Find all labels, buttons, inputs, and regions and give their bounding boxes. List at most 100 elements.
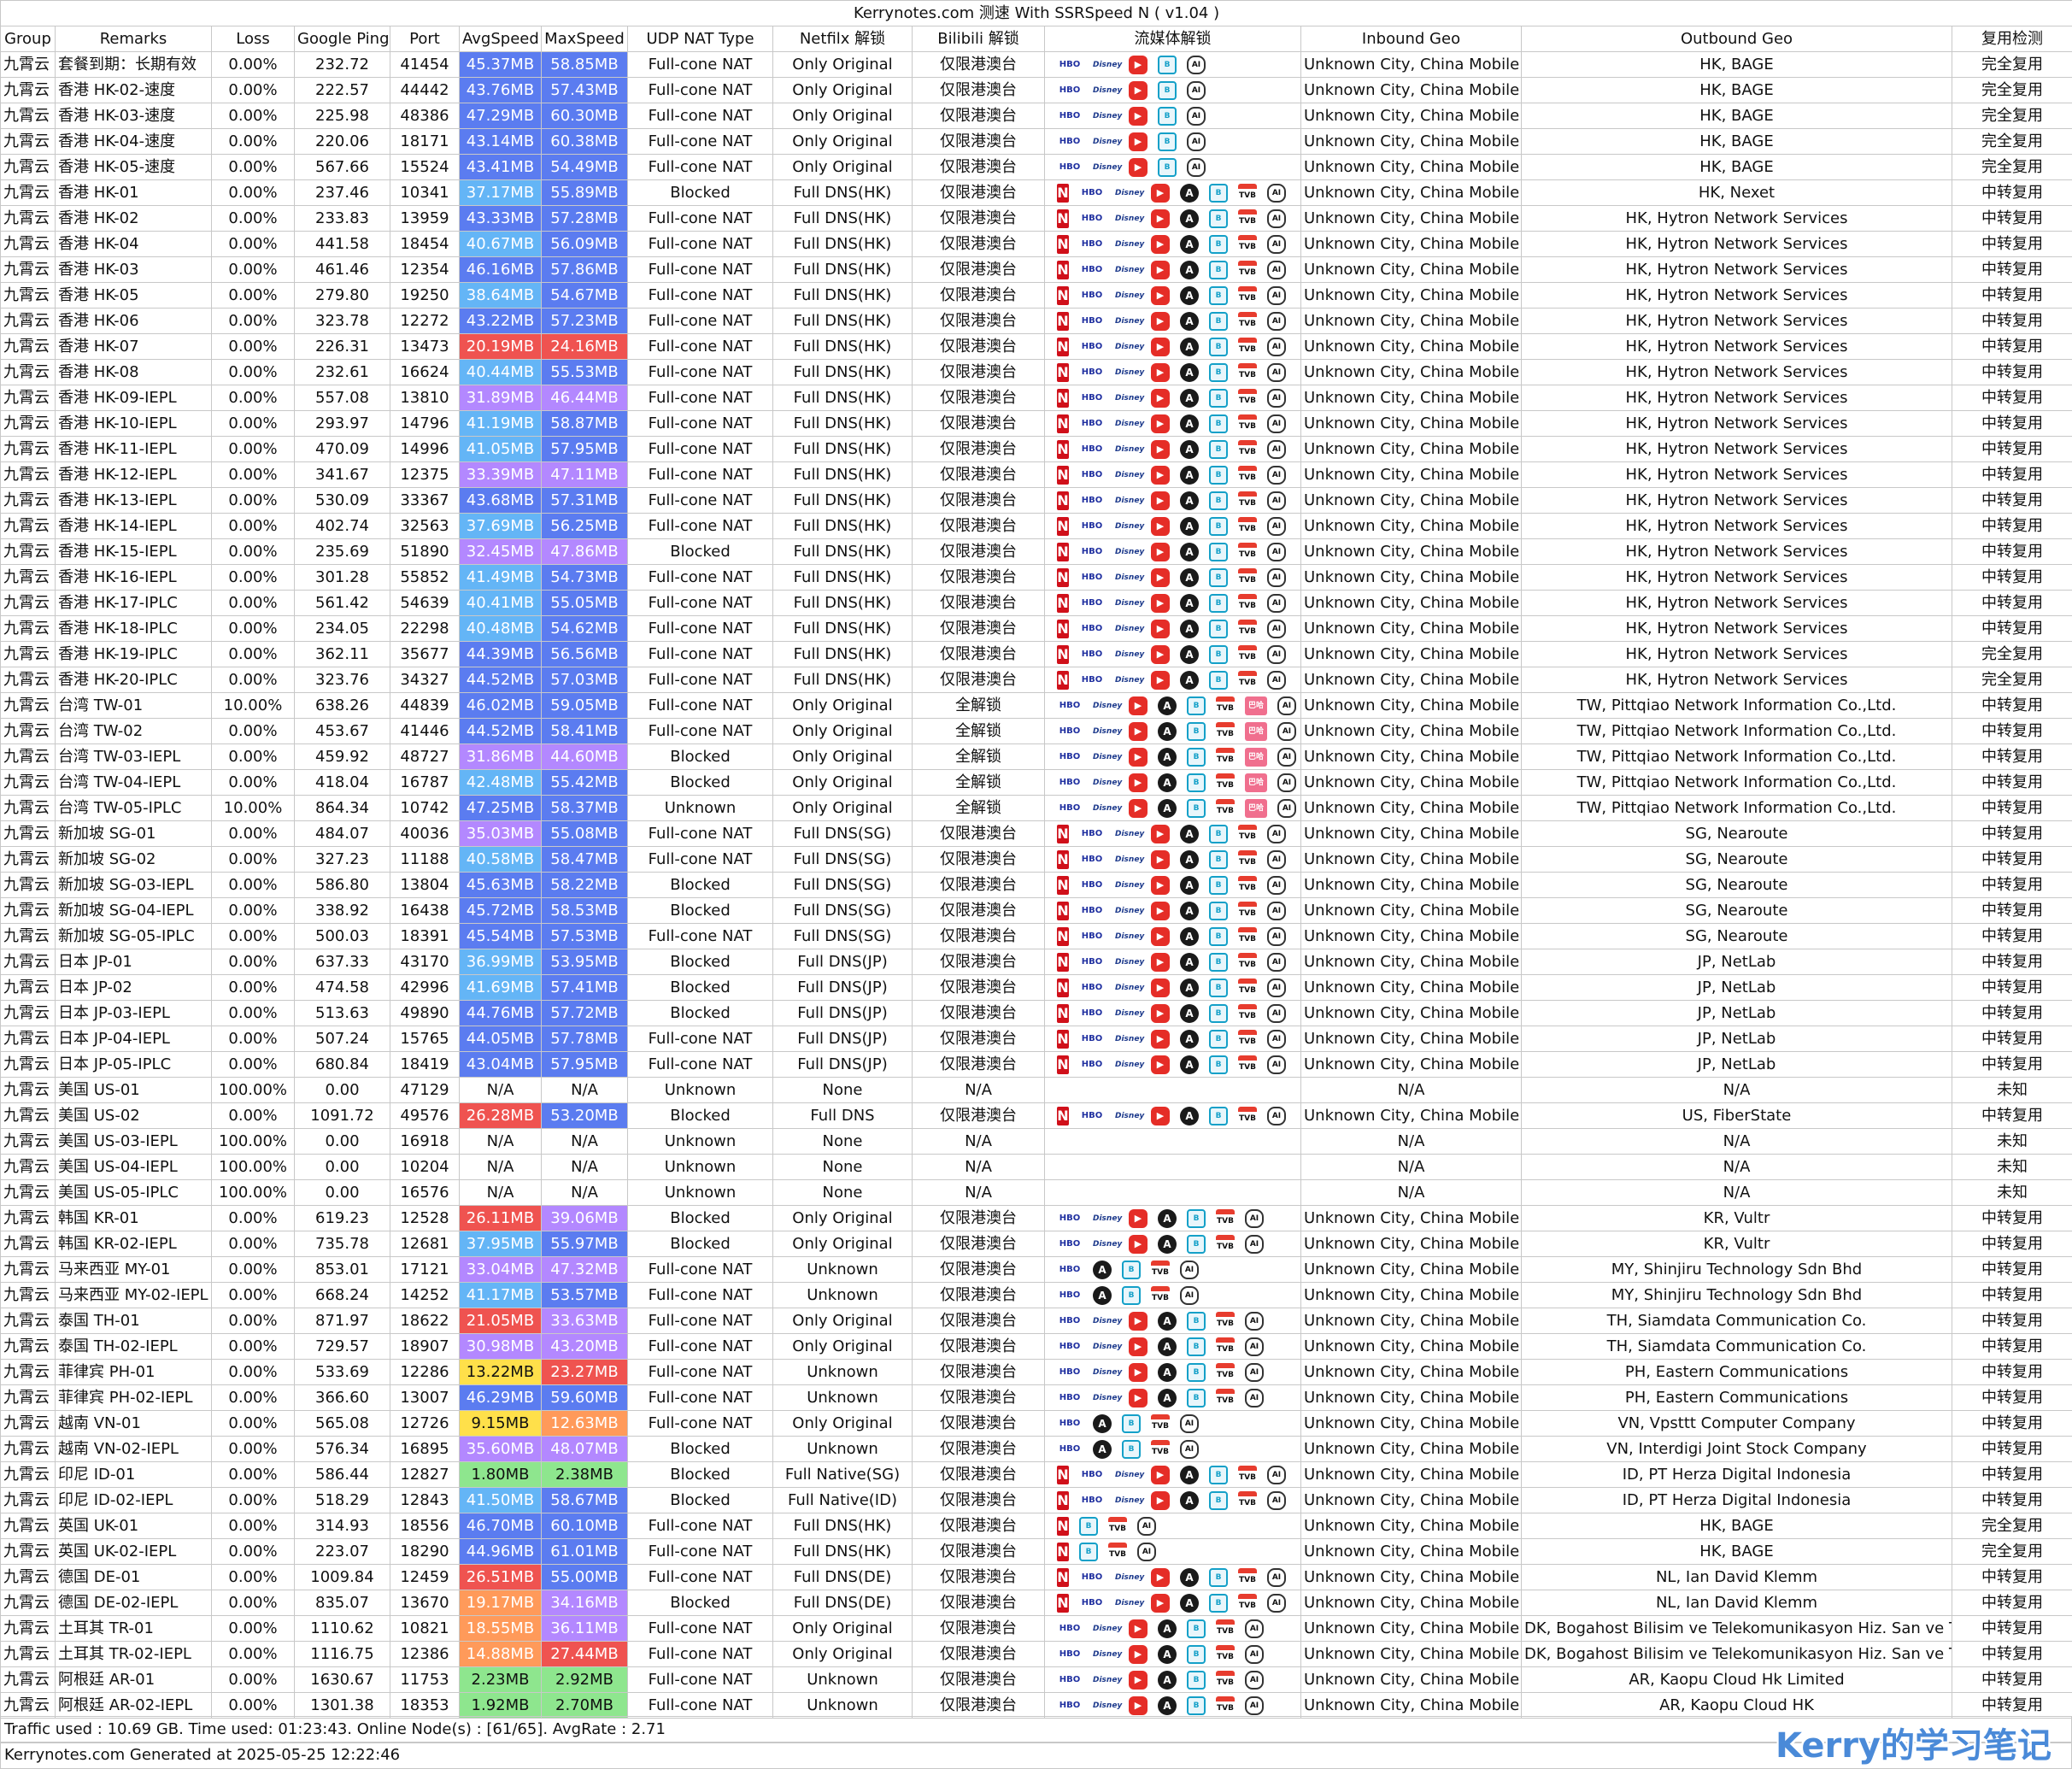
netflix-cell: Full DNS(JP) <box>772 1026 913 1052</box>
streaming-cell: HBO Disney ▶ A B TVB AI <box>1044 1205 1301 1231</box>
avg-speed-cell: 46.02MB <box>459 692 542 719</box>
youtube-icon: ▶ <box>1129 1337 1148 1356</box>
avg-speed-cell: 44.76MB <box>459 1000 542 1026</box>
ping-cell: 232.72 <box>294 51 390 78</box>
bilibili-icon: B <box>1209 979 1228 997</box>
bilibili-cell: 仅限港澳台 <box>912 1436 1045 1462</box>
loss-cell: 0.00% <box>211 590 295 616</box>
udp-nat-cell: Full-cone NAT <box>627 1538 773 1565</box>
table-row: 九霄云 韩国 KR-01 0.00% 619.23 12528 26.11MB 39.06M… <box>0 1205 2072 1231</box>
outbound-geo-cell: ID, PT Herza Digital Indonesia <box>1521 1487 1952 1513</box>
inbound-geo-cell: Unknown City, China Mobile <box>1300 1256 1522 1283</box>
loss-cell: 0.00% <box>211 179 295 206</box>
chatgpt-icon: AI <box>1267 953 1286 972</box>
ping-cell: 586.44 <box>294 1461 390 1488</box>
netflix-cell: Full DNS(HK) <box>772 410 913 437</box>
max-speed-cell: 54.73MB <box>541 564 628 591</box>
table-row: 九霄云 香港 HK-13-IEPL 0.00% 530.09 33367 43.68MB 5… <box>0 487 2072 514</box>
max-speed-cell: N/A <box>541 1128 628 1155</box>
disney-icon: Disney <box>1115 979 1144 997</box>
youtube-icon: ▶ <box>1151 825 1170 843</box>
reuse-cell: 未知 <box>1951 1154 2072 1180</box>
max-speed-cell: 54.49MB <box>541 154 628 180</box>
remarks-cell: 香港 HK-18-IPLC <box>55 615 212 642</box>
inbound-geo-cell: Unknown City, China Mobile <box>1300 1590 1522 1616</box>
remarks-cell: 香港 HK-05-速度 <box>55 154 212 180</box>
abema-icon: A <box>1158 1363 1177 1382</box>
netflix-cell: Full DNS(HK) <box>772 487 913 514</box>
avg-speed-cell: 13.22MB <box>459 1359 542 1385</box>
youtube-icon: ▶ <box>1151 1055 1170 1074</box>
bilibili-icon: B <box>1122 1261 1141 1279</box>
abema-icon: A <box>1180 850 1199 869</box>
max-speed-cell: 58.41MB <box>541 718 628 744</box>
max-speed-cell: 56.56MB <box>541 641 628 667</box>
netflix-icon: N <box>1057 927 1069 946</box>
group-cell: 九霄云 <box>0 231 56 257</box>
ping-cell: 232.61 <box>294 359 390 385</box>
table-row: 九霄云 日本 JP-02 0.00% 474.58 42996 41.69MB 57.41M… <box>0 974 2072 1001</box>
remarks-cell: 印尼 ID-01 <box>55 1461 212 1488</box>
avg-speed-cell: 26.11MB <box>459 1205 542 1231</box>
port-cell: 12272 <box>390 308 460 334</box>
disney-icon: Disney <box>1115 389 1144 408</box>
reuse-cell: 中转复用 <box>1951 795 2072 821</box>
hbo-icon: HBO <box>1079 543 1105 561</box>
streaming-cell: HBO Disney ▶ A B TVB AI <box>1044 1384 1301 1411</box>
chatgpt-icon: AI <box>1277 773 1296 792</box>
loss-cell: 0.00% <box>211 461 295 488</box>
netflix-icon: N <box>1057 979 1069 997</box>
outbound-geo-cell: HK, Hytron Network Services <box>1521 256 1952 283</box>
streaming-cell: HBO Disney ▶ B AI <box>1044 128 1301 155</box>
bilibili-cell: 仅限港澳台 <box>912 872 1045 898</box>
abema-icon: A <box>1180 414 1199 433</box>
max-speed-cell: 55.42MB <box>541 769 628 796</box>
netflix-cell: Only Original <box>772 718 913 744</box>
bilibili-icon: B <box>1209 1491 1228 1510</box>
hbo-icon: HBO <box>1057 748 1083 767</box>
disney-icon: Disney <box>1115 184 1144 203</box>
udp-nat-cell: Unknown <box>627 1077 773 1103</box>
hbo-icon: HBO <box>1079 645 1105 664</box>
abema-icon: A <box>1180 876 1199 895</box>
abema-icon: A <box>1180 363 1199 382</box>
table-row: 九霄云 台湾 TW-04-IEPL 0.00% 418.04 16787 42.48MB 5… <box>0 769 2072 796</box>
avg-speed-cell: 44.05MB <box>459 1026 542 1052</box>
bilibili-icon: B <box>1187 1312 1206 1331</box>
avg-speed-cell: 26.28MB <box>459 1102 542 1129</box>
remarks-cell: 香港 HK-03-速度 <box>55 103 212 129</box>
outbound-geo-cell: MY, Shinjiru Technology Sdn Bhd <box>1521 1256 1952 1283</box>
avg-speed-cell: 42.48MB <box>459 769 542 796</box>
inbound-geo-cell: Unknown City, China Mobile <box>1300 846 1522 873</box>
streaming-cell: N HBO Disney ▶ A B TVB AI <box>1044 487 1301 514</box>
ping-cell: 279.80 <box>294 282 390 309</box>
chatgpt-icon: AI <box>1267 261 1286 279</box>
remarks-cell: 菲律宾 PH-02-IEPL <box>55 1384 212 1411</box>
udp-nat-cell: Full-cone NAT <box>627 385 773 411</box>
tvb-icon: TVB <box>1238 1055 1257 1074</box>
outbound-geo-cell: JP, NetLab <box>1521 1000 1952 1026</box>
chatgpt-icon: AI <box>1267 543 1286 561</box>
netflix-cell: Full DNS(SG) <box>772 923 913 949</box>
abema-icon: A <box>1180 491 1199 510</box>
ping-cell: 235.69 <box>294 538 390 565</box>
outbound-geo-cell: SG, Nearoute <box>1521 872 1952 898</box>
outbound-geo-cell: JP, NetLab <box>1521 949 1952 975</box>
table-row: 九霄云 美国 US-05-IPLC 100.00% 0.00 16576 N/A N/A Un… <box>0 1179 2072 1206</box>
inbound-geo-cell: Unknown City, China Mobile <box>1300 128 1522 155</box>
table-row: 九霄云 香港 HK-14-IEPL 0.00% 402.74 32563 37.69MB 5… <box>0 513 2072 539</box>
remarks-cell: 台湾 TW-01 <box>55 692 212 719</box>
loss-cell: 0.00% <box>211 1641 295 1667</box>
netflix-cell: Unknown <box>772 1436 913 1462</box>
netflix-icon: N <box>1057 312 1069 331</box>
reuse-cell: 中转复用 <box>1951 718 2072 744</box>
udp-nat-cell: Full-cone NAT <box>627 846 773 873</box>
udp-nat-cell: Full-cone NAT <box>627 1051 773 1078</box>
abema-icon: A <box>1158 1696 1177 1715</box>
max-speed-cell: 55.89MB <box>541 179 628 206</box>
avg-speed-cell: 31.86MB <box>459 743 542 770</box>
tvb-icon: TVB <box>1238 645 1257 664</box>
remarks-cell: 香港 HK-02-速度 <box>55 77 212 103</box>
youtube-icon: ▶ <box>1151 671 1170 690</box>
abema-icon: A <box>1093 1440 1112 1459</box>
